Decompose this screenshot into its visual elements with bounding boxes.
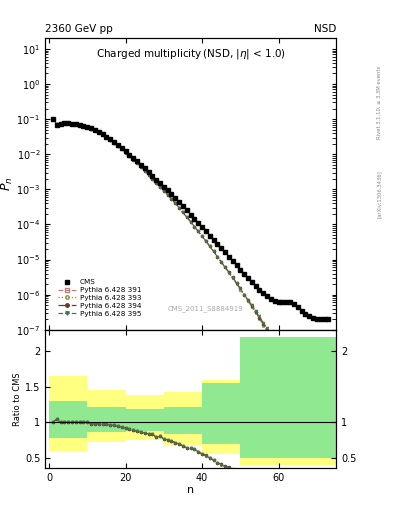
- Y-axis label: Ratio to CMS: Ratio to CMS: [13, 372, 22, 426]
- Legend: CMS, Pythia 6.428 391, Pythia 6.428 393, Pythia 6.428 394, Pythia 6.428 395: CMS, Pythia 6.428 391, Pythia 6.428 393,…: [55, 275, 145, 321]
- Text: [arXiv:1306.3436]: [arXiv:1306.3436]: [377, 170, 382, 219]
- Text: 2360 GeV pp: 2360 GeV pp: [45, 24, 113, 34]
- X-axis label: n: n: [187, 485, 194, 495]
- Text: Charged multiplicity$\,$(NSD, $|\eta|$ < 1.0): Charged multiplicity$\,$(NSD, $|\eta|$ <…: [95, 47, 286, 61]
- Text: Rivet 3.1.10, ≥ 3.3M events: Rivet 3.1.10, ≥ 3.3M events: [377, 66, 382, 139]
- Text: CMS_2011_S8884919: CMS_2011_S8884919: [167, 306, 243, 312]
- Text: NSD: NSD: [314, 24, 336, 34]
- Y-axis label: $P_n$: $P_n$: [0, 177, 15, 191]
